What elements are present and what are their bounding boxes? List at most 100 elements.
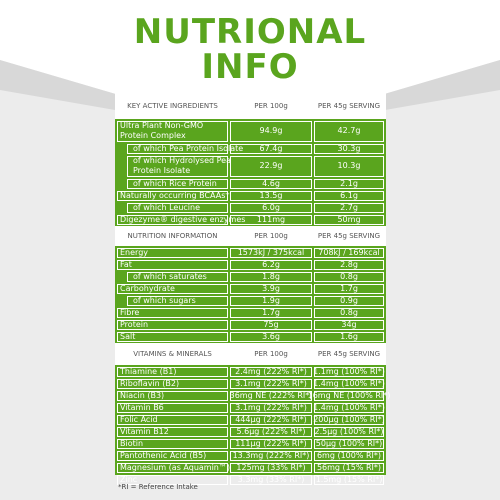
row-label: of which Rice Protein [133,178,217,188]
value-per-100g: 1573kJ / 375kcal [237,247,305,257]
table-row: of which Pea Protein Isolate 67.4g 30.3g [115,143,386,154]
section-header: NUTRITION INFORMATION PER 100g PER 45g SER… [115,226,386,246]
cell-border [230,366,312,377]
cell-border [117,390,228,401]
cell-border [230,178,312,189]
value-per-serving: 56mg (15% RI*) [316,462,382,472]
value-per-100g: 1.8g [262,271,280,281]
value-per-serving: 1.7g [340,283,358,293]
cell-border [230,450,312,461]
row-label: Pantothenic Acid (B5) [120,450,207,460]
section-header-per-serving: PER 45g SERVING [317,102,381,110]
cell-border [314,259,384,270]
value-per-serving: 200µg (100% RI*) [313,414,385,424]
value-per-100g: 67.4g [259,143,283,153]
cell-border [117,474,228,485]
table-row: of which Rice Protein 4.6g 2.1g [115,178,386,189]
cell-border [314,414,384,425]
row-label: Niacin (B3) [120,390,165,400]
value-per-100g: 3.3mg (33% RI*) [237,474,305,484]
row-label: Carbohydrate [120,283,175,293]
section-header: KEY ACTIVE INGREDIENTS PER 100g PER 45g SE… [115,93,386,119]
row-label: Thiamine (B1) [120,366,177,376]
table-row: Naturally occurring BCAAs† 13.5g 6.1g [115,190,386,201]
cell-border [314,307,384,318]
value-per-serving: 6mg (100% RI*) [316,450,382,460]
table-row: Carbohydrate 3.9g 1.7g [115,283,386,294]
value-per-serving: 1.1mg (100% RI*) [313,366,385,376]
cell-border [230,120,312,142]
cell-border [230,247,312,258]
cell-border [230,414,312,425]
cell-border [314,143,384,154]
cell-border [230,143,312,154]
row-label: Fibre [120,307,140,317]
cell-border [230,202,312,213]
table-row: Fibre 1.7g 0.8g [115,307,386,318]
value-per-serving: 2.8g [340,259,358,269]
cell-border [314,402,384,413]
section-header-per-serving: PER 45g SERVING [317,232,381,240]
section-header-label: VITAMINS & MINERALS [133,350,212,358]
row-label: of which saturates [133,271,207,281]
cell-border [230,438,312,449]
cell-border [314,155,384,177]
row-label: Ultra Plant Non-GMO Protein Complex [120,121,204,140]
footnote: *RI = Reference Intake [118,483,198,491]
cell-border [117,450,228,461]
table-row: of which Hydrolysed Pea Protein Isolate 2… [115,155,386,177]
cell-border [230,259,312,270]
cell-border [314,319,384,330]
cell-border [314,283,384,294]
value-per-100g: 1.7g [262,307,280,317]
nutrition-table: KEY ACTIVE INGREDIENTS PER 100g PER 45g SE… [115,93,390,485]
value-per-serving: 50mg [337,214,361,224]
cell-border [127,295,228,306]
row-label: of which Leucine [133,202,201,212]
value-per-serving: 42.7g [337,126,361,135]
table-row: Biotin 111µg (222% RI*) 50µg (100% RI*) [115,438,386,449]
row-label: Riboflavin (B2) [120,378,180,388]
value-per-serving: 1.5mg (15% RI*) [315,474,383,484]
table-row: Ultra Plant Non-GMO Protein Complex 94.9g… [115,120,386,142]
table-row: Vitamin B6 3.1mg (222% RI*) 1.4mg (100% RI… [115,402,386,413]
cell-border [314,295,384,306]
cell-border [314,120,384,142]
value-per-100g: 2.4mg (222% RI*) [235,366,307,376]
value-per-100g: 5.6µg (222% RI*) [236,426,306,436]
cell-border [230,474,312,485]
table-row: Magnesium (as Aquamin™) 125mg (33% RI*) 56… [115,462,386,473]
table-row: Niacin (B3) 36mg NE (222% RI*) 16mg NE (10… [115,390,390,401]
row-label: Salt [120,331,136,341]
cell-border [117,259,228,270]
table-row: Folic Acid 444µg (222% RI*) 200µg (100% RI… [115,414,386,425]
table-row: Vitamin B12 5.6µg (222% RI*) 2.5µg (100% R… [115,426,386,437]
section-header-per-100g: PER 100g [254,232,288,240]
section-header: VITAMINS & MINERALS PER 100g PER 45g SERVI… [115,343,386,365]
cell-border [127,271,228,282]
table-row: Salt 3.6g 1.6g [115,331,386,342]
row-label: Vitamin B12 [120,426,169,436]
cell-border [117,366,228,377]
value-per-100g: 6.0g [262,202,280,212]
row-label: Biotin [120,438,144,448]
cell-border [127,202,228,213]
value-per-serving: 50µg (100% RI*) [315,438,383,448]
cell-border [117,247,228,258]
table-row: Digezyme® digestive enzymes 111mg 50mg [115,214,386,225]
section-header-per-100g: PER 100g [254,350,288,358]
table-row: Riboflavin (B2) 3.1mg (222% RI*) 1.4mg (10… [115,378,386,389]
cell-border [314,271,384,282]
section-header-per-100g: PER 100g [254,102,288,110]
cell-border [230,319,312,330]
cell-border [230,331,312,342]
title-line-1: NUTRIONAL [133,12,367,52]
value-per-serving: 6.1g [340,190,358,200]
cell-border [230,378,312,389]
cell-border [117,378,228,389]
cell-border [314,378,384,389]
value-per-serving: 2.7g [340,202,358,212]
value-per-serving: 2.1g [340,178,358,188]
cell-border [230,402,312,413]
row-label: Protein [120,319,149,329]
